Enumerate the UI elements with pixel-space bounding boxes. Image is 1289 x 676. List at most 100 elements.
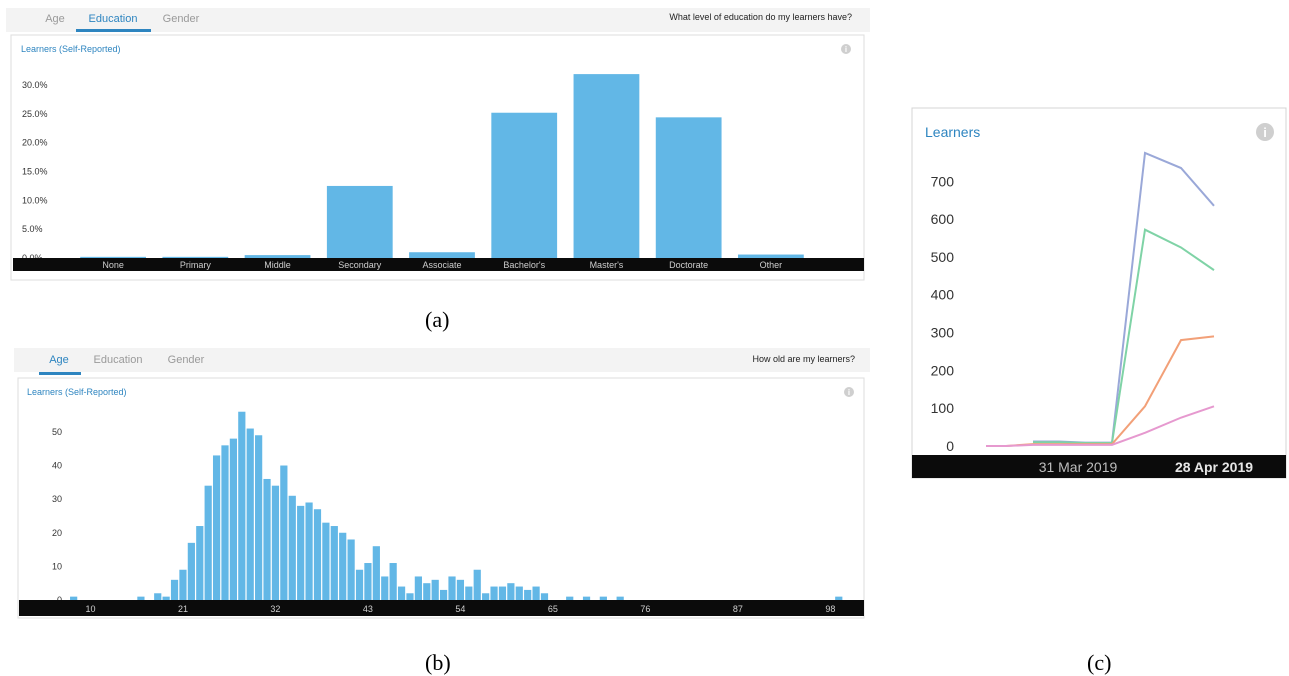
bar[interactable] [599, 596, 607, 600]
bar[interactable] [414, 576, 422, 600]
bar[interactable] [582, 596, 591, 600]
bar[interactable] [439, 589, 448, 600]
tab-education[interactable]: Education [94, 354, 143, 366]
bar[interactable] [263, 478, 271, 600]
x-tick-label: 21 [178, 604, 188, 614]
bar[interactable] [389, 563, 397, 600]
bar[interactable] [490, 586, 498, 600]
x-tick-label: Doctorate [669, 260, 708, 270]
bar[interactable] [80, 256, 146, 258]
bar[interactable] [326, 185, 393, 258]
bar[interactable] [305, 502, 313, 601]
bar[interactable] [154, 593, 162, 600]
bar[interactable] [381, 576, 389, 600]
panel-c-series [986, 151, 1215, 447]
panel-b-bars [70, 411, 843, 601]
bar[interactable] [322, 522, 330, 600]
bar[interactable] [566, 596, 574, 600]
x-tick-label: 98 [825, 604, 835, 614]
bar[interactable] [397, 586, 406, 600]
bar[interactable] [246, 428, 254, 600]
bar[interactable] [339, 532, 347, 600]
bar[interactable] [532, 586, 540, 600]
bar[interactable] [507, 583, 515, 600]
tab-age-underline [39, 372, 81, 375]
bar[interactable] [221, 445, 229, 600]
bar[interactable] [347, 539, 355, 600]
y-tick-label: 20 [52, 528, 62, 538]
bar[interactable] [409, 252, 475, 258]
bar[interactable] [465, 586, 473, 600]
tab-gender[interactable]: Gender [168, 354, 205, 366]
bar[interactable] [364, 563, 372, 600]
bar[interactable] [355, 569, 364, 600]
panel-a: Age Education Gender What level of educa… [6, 8, 870, 284]
bar[interactable] [162, 256, 229, 258]
bar[interactable] [170, 579, 179, 600]
bar[interactable] [456, 579, 465, 600]
bar[interactable] [738, 254, 804, 258]
bar[interactable] [448, 576, 456, 600]
bar[interactable] [196, 526, 204, 600]
bar[interactable] [406, 593, 414, 600]
bar[interactable] [372, 546, 380, 600]
bar[interactable] [540, 593, 549, 600]
bar[interactable] [491, 112, 558, 259]
bar[interactable] [255, 435, 263, 600]
x-tick-label: 32 [270, 604, 280, 614]
bar[interactable] [179, 569, 187, 600]
bar[interactable] [271, 485, 280, 600]
panel-b-chart-title: Learners (Self-Reported) [27, 387, 127, 397]
info-icon[interactable]: i [844, 387, 854, 397]
tab-education[interactable]: Education [89, 13, 138, 25]
bar[interactable] [498, 586, 507, 600]
x-tick-label: None [102, 260, 124, 270]
bar[interactable] [524, 589, 532, 600]
x-tick-label: Primary [180, 260, 211, 270]
x-tick-label: 65 [548, 604, 558, 614]
y-tick-label: 200 [931, 362, 955, 378]
bar[interactable] [616, 596, 624, 600]
svg-text:i: i [1263, 125, 1267, 140]
x-tick-label: Master's [590, 260, 624, 270]
bar[interactable] [204, 485, 212, 600]
panel-b-x-axis: 10 21 32 43 54 65 76 87 98 [85, 604, 835, 614]
bar[interactable] [137, 596, 145, 600]
tab-gender[interactable]: Gender [163, 13, 200, 25]
info-icon[interactable]: i [1256, 123, 1274, 141]
panel-c-chart-title: Learners [925, 124, 980, 140]
bar[interactable] [187, 542, 195, 600]
bar[interactable] [238, 411, 246, 600]
bar[interactable] [423, 583, 431, 600]
panel-c-y-axis: 0 100 200 300 400 500 600 700 [931, 173, 955, 454]
bar[interactable] [297, 505, 305, 600]
x-tick-label: Other [760, 260, 783, 270]
bar[interactable] [655, 117, 722, 258]
panel-a-x-axis: None Primary Middle Secondary Associate Bache… [102, 260, 782, 270]
x-tick-label: Middle [264, 260, 291, 270]
bar[interactable] [431, 579, 439, 600]
bar[interactable] [473, 569, 481, 600]
bar[interactable] [482, 593, 490, 600]
bar[interactable] [330, 526, 338, 600]
y-tick-label: 10 [52, 561, 62, 571]
bar[interactable] [313, 509, 322, 600]
panel-c-chart-box [911, 107, 1287, 479]
y-tick-label: 600 [931, 211, 955, 227]
bar[interactable] [573, 74, 640, 258]
bar[interactable] [288, 495, 296, 600]
bar[interactable] [835, 596, 843, 600]
bar[interactable] [70, 596, 78, 600]
tab-age[interactable]: Age [45, 13, 65, 25]
bar[interactable] [515, 586, 523, 600]
bar[interactable] [212, 455, 221, 600]
tab-age[interactable]: Age [49, 354, 69, 366]
bar[interactable] [162, 596, 170, 600]
bar[interactable] [280, 465, 288, 600]
info-icon[interactable]: i [841, 44, 851, 54]
series-line[interactable] [986, 405, 1215, 447]
panel-a-tab-bar [6, 8, 870, 32]
bar[interactable] [244, 255, 311, 258]
bar[interactable] [229, 438, 238, 600]
